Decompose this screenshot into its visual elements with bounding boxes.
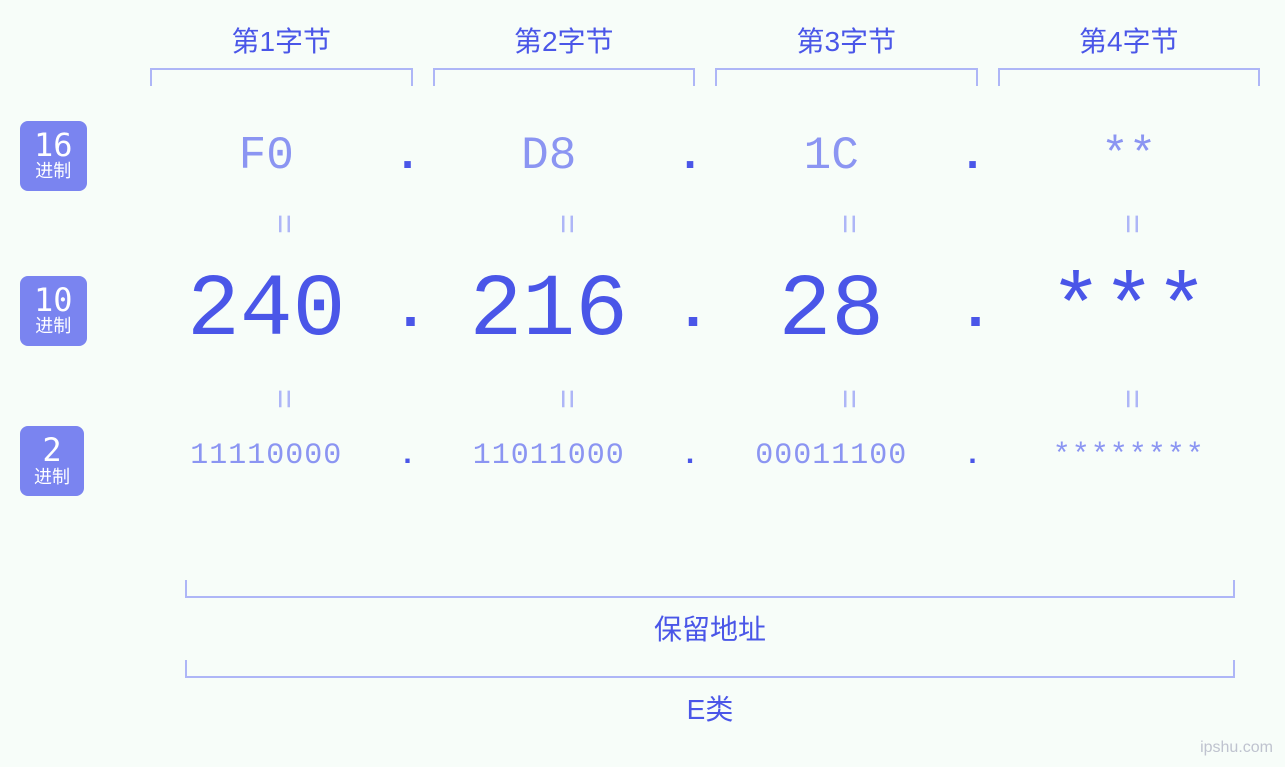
dec-cell-1: 240 . bbox=[140, 251, 423, 371]
dec-val-1: 240 bbox=[140, 262, 393, 361]
hex-cell-1: F0 . bbox=[140, 116, 423, 196]
equals-icon: = bbox=[827, 388, 865, 408]
hex-cell-4: ** bbox=[988, 116, 1271, 196]
bracket-top-2 bbox=[433, 68, 696, 86]
equals-icon: = bbox=[545, 388, 583, 408]
dec-cell-2: 216 . bbox=[423, 251, 706, 371]
hex-cell-3: 1C . bbox=[705, 116, 988, 196]
dec-cell-4: *** bbox=[988, 251, 1271, 371]
bin-cell-3: 00011100 . bbox=[705, 426, 988, 486]
bracket-top-4 bbox=[998, 68, 1261, 86]
bin-cell-4: ******** bbox=[988, 426, 1271, 486]
badge-bin-number: 2 bbox=[34, 434, 70, 468]
bin-cell-2: 11011000 . bbox=[423, 426, 706, 486]
bin-val-3: 00011100 bbox=[705, 439, 958, 473]
sep-dot: . bbox=[958, 130, 988, 182]
footer-label-1: 保留地址 bbox=[175, 608, 1245, 648]
equals-icon: = bbox=[262, 388, 300, 408]
badge-hex-sub: 进制 bbox=[34, 162, 73, 181]
sep-dot: . bbox=[675, 439, 705, 473]
col-header-4: 第4字节 bbox=[988, 20, 1271, 68]
badge-hex: 16 进制 bbox=[20, 121, 87, 191]
sep-dot: . bbox=[393, 277, 423, 345]
equals-icon: = bbox=[827, 213, 865, 233]
col-header-2: 第2字节 bbox=[423, 20, 706, 68]
dec-val-4: *** bbox=[988, 262, 1271, 361]
hex-val-2: D8 bbox=[423, 130, 676, 182]
hex-val-1: F0 bbox=[140, 130, 393, 182]
header-spacer bbox=[20, 20, 140, 68]
sep-dot: . bbox=[958, 277, 988, 345]
badge-dec: 10 进制 bbox=[20, 276, 87, 346]
col-header-1: 第1字节 bbox=[140, 20, 423, 68]
sep-dot: . bbox=[675, 130, 705, 182]
bracket-bottom-2 bbox=[185, 660, 1235, 678]
watermark-text: ipshu.com bbox=[1200, 739, 1273, 757]
equals-icon: = bbox=[262, 213, 300, 233]
bin-val-2: 11011000 bbox=[423, 439, 676, 473]
badge-dec-sub: 进制 bbox=[34, 317, 73, 336]
badge-bin: 2 进制 bbox=[20, 426, 84, 496]
ip-bytes-diagram: 第1字节 第2字节 第3字节 第4字节 16 进制 F0 . D8 . 1C . bbox=[20, 20, 1270, 496]
badge-hex-number: 16 bbox=[34, 129, 73, 163]
hex-val-4: ** bbox=[988, 130, 1271, 182]
row-label-dec: 10 进制 bbox=[20, 251, 140, 371]
bracket-bottom-1 bbox=[185, 580, 1235, 598]
sep-dot: . bbox=[393, 130, 423, 182]
dec-cell-3: 28 . bbox=[705, 251, 988, 371]
dec-val-2: 216 bbox=[423, 262, 676, 361]
equals-icon: = bbox=[545, 213, 583, 233]
hex-val-3: 1C bbox=[705, 130, 958, 182]
bracket-top-1 bbox=[150, 68, 413, 86]
equals-icon: = bbox=[1110, 388, 1148, 408]
badge-dec-number: 10 bbox=[34, 284, 73, 318]
badge-bin-sub: 进制 bbox=[34, 468, 70, 487]
row-label-bin: 2 进制 bbox=[20, 426, 140, 496]
footer-bracket-1-wrap: 保留地址 bbox=[175, 580, 1245, 648]
bin-val-1: 11110000 bbox=[140, 439, 393, 473]
footer-label-2: E类 bbox=[175, 688, 1245, 728]
sep-dot: . bbox=[675, 277, 705, 345]
equals-icon: = bbox=[1110, 213, 1148, 233]
row-label-hex: 16 进制 bbox=[20, 116, 140, 196]
dec-val-3: 28 bbox=[705, 262, 958, 361]
sep-dot: . bbox=[393, 439, 423, 473]
bracket-top-3 bbox=[715, 68, 978, 86]
sep-dot: . bbox=[958, 439, 988, 473]
hex-cell-2: D8 . bbox=[423, 116, 706, 196]
bin-val-4: ******** bbox=[988, 439, 1271, 473]
footer-bracket-2-wrap: E类 bbox=[175, 660, 1245, 728]
bin-cell-1: 11110000 . bbox=[140, 426, 423, 486]
col-header-3: 第3字节 bbox=[705, 20, 988, 68]
